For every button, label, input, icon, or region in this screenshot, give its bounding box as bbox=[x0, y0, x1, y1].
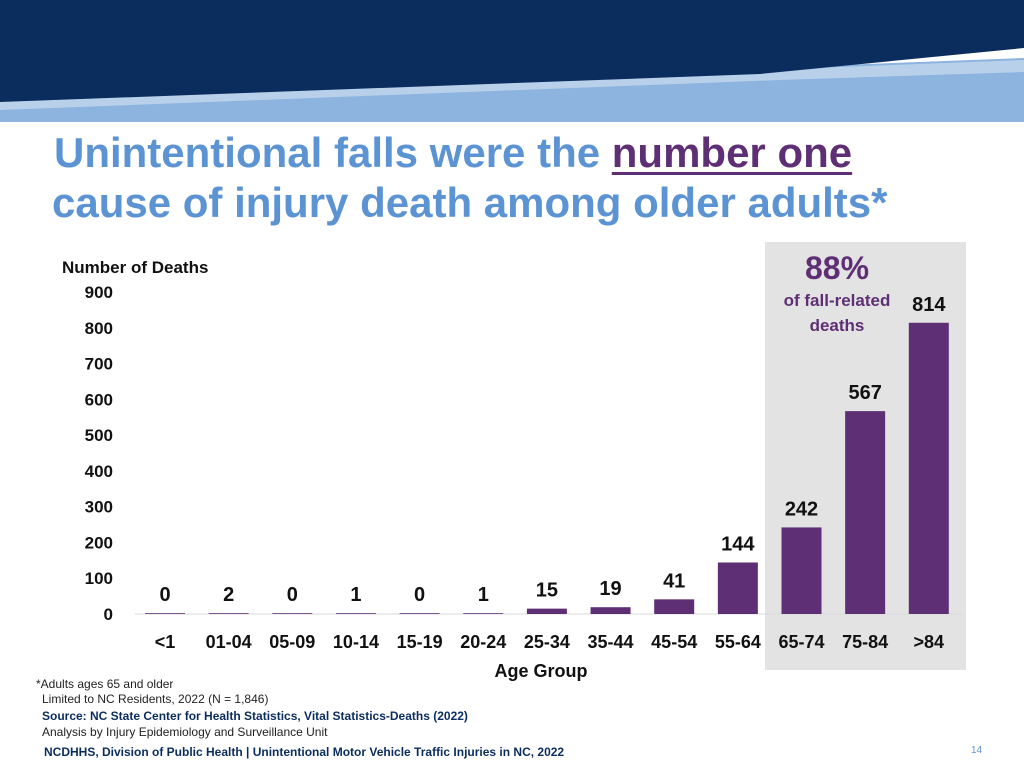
bar bbox=[145, 613, 185, 614]
data-label: 144 bbox=[721, 533, 755, 555]
highlight-percent: 88% bbox=[805, 250, 869, 286]
footer-text: NCDHHS, Division of Public Health | Unin… bbox=[44, 745, 565, 759]
data-label: 0 bbox=[287, 584, 298, 606]
y-tick-label: 100 bbox=[85, 569, 113, 588]
x-tick-label: 35-44 bbox=[588, 632, 634, 652]
footnote-source: Source: NC State Center for Health Stati… bbox=[42, 709, 468, 723]
x-tick-label: 25-34 bbox=[524, 632, 570, 652]
bar bbox=[272, 613, 313, 614]
bar bbox=[399, 613, 440, 614]
x-tick-label: 01-04 bbox=[206, 632, 252, 652]
y-tick-label: 600 bbox=[85, 390, 113, 409]
page-title-line2: cause of injury death among older adults… bbox=[52, 179, 888, 226]
data-label: 0 bbox=[414, 584, 425, 606]
x-axis-title: Age Group bbox=[495, 661, 588, 681]
banner-dark bbox=[0, 0, 1024, 102]
title-emphasis: number one bbox=[611, 129, 853, 176]
x-tick-label: <1 bbox=[155, 632, 176, 652]
y-tick-label: 500 bbox=[85, 426, 113, 445]
x-tick-label: >84 bbox=[914, 632, 945, 652]
bar bbox=[845, 411, 886, 614]
data-label: 41 bbox=[663, 570, 685, 592]
title-prefix: Unintentional falls were the bbox=[54, 129, 612, 176]
x-tick-label: 15-19 bbox=[397, 632, 443, 652]
y-tick-label: 700 bbox=[85, 355, 113, 374]
bar bbox=[526, 608, 567, 614]
data-label: 814 bbox=[912, 294, 946, 316]
data-label: 242 bbox=[785, 498, 818, 520]
x-axis-ticks: <1 01-04 05-09 10-14 15-19 20-24 25-34 35-44 45-… bbox=[155, 632, 944, 652]
y-tick-label: 900 bbox=[85, 283, 113, 302]
header-banner bbox=[0, 0, 1024, 122]
data-label: 0 bbox=[159, 584, 170, 606]
x-tick-label: 05-09 bbox=[269, 632, 315, 652]
x-tick-label: 20-24 bbox=[460, 632, 506, 652]
data-label: 2 bbox=[223, 584, 234, 606]
data-label: 19 bbox=[599, 578, 621, 600]
footnote-analysis: Analysis by Injury Epidemiology and Surv… bbox=[42, 725, 328, 739]
y-tick-label: 800 bbox=[85, 319, 113, 338]
y-axis-ticks: 0 100 200 300 400 500 600 700 800 900 bbox=[85, 283, 113, 624]
bar bbox=[654, 599, 695, 614]
y-tick-label: 400 bbox=[85, 462, 113, 481]
deaths-bar-chart: Number of Deaths 01002003004005006007008… bbox=[62, 242, 966, 681]
highlight-caption-line2: deaths bbox=[810, 316, 865, 335]
data-label: 1 bbox=[350, 584, 361, 606]
highlight-caption-line1: of fall-related bbox=[784, 291, 891, 310]
data-label: 567 bbox=[848, 382, 881, 404]
y-axis-title: Number of Deaths bbox=[62, 258, 208, 277]
bar bbox=[781, 527, 822, 614]
bar bbox=[717, 562, 758, 614]
footnote-residents: Limited to NC Residents, 2022 (N = 1,846… bbox=[42, 692, 269, 706]
data-label: 1 bbox=[478, 584, 489, 606]
x-tick-label: 65-74 bbox=[778, 632, 824, 652]
footnote-age: *Adults ages 65 and older bbox=[36, 677, 174, 691]
bar bbox=[208, 613, 249, 614]
page-number: 14 bbox=[971, 745, 983, 756]
x-tick-label: 45-54 bbox=[651, 632, 697, 652]
data-label: 15 bbox=[536, 580, 558, 602]
y-tick-label: 300 bbox=[85, 498, 113, 517]
x-tick-label: 55-64 bbox=[715, 632, 761, 652]
y-tick-label: 200 bbox=[85, 533, 113, 552]
page-title-line1: Unintentional falls were the number one bbox=[54, 128, 852, 178]
bar bbox=[590, 607, 631, 614]
bar bbox=[463, 613, 504, 614]
bar-series bbox=[145, 322, 949, 614]
y-tick-label: 0 bbox=[104, 605, 113, 624]
x-tick-label: 10-14 bbox=[333, 632, 379, 652]
x-tick-label: 75-84 bbox=[842, 632, 888, 652]
bar bbox=[908, 322, 949, 614]
bar bbox=[335, 613, 376, 614]
data-labels: 0 2 0 1 0 1 15 19 41 144 242 567 814 bbox=[159, 294, 946, 606]
